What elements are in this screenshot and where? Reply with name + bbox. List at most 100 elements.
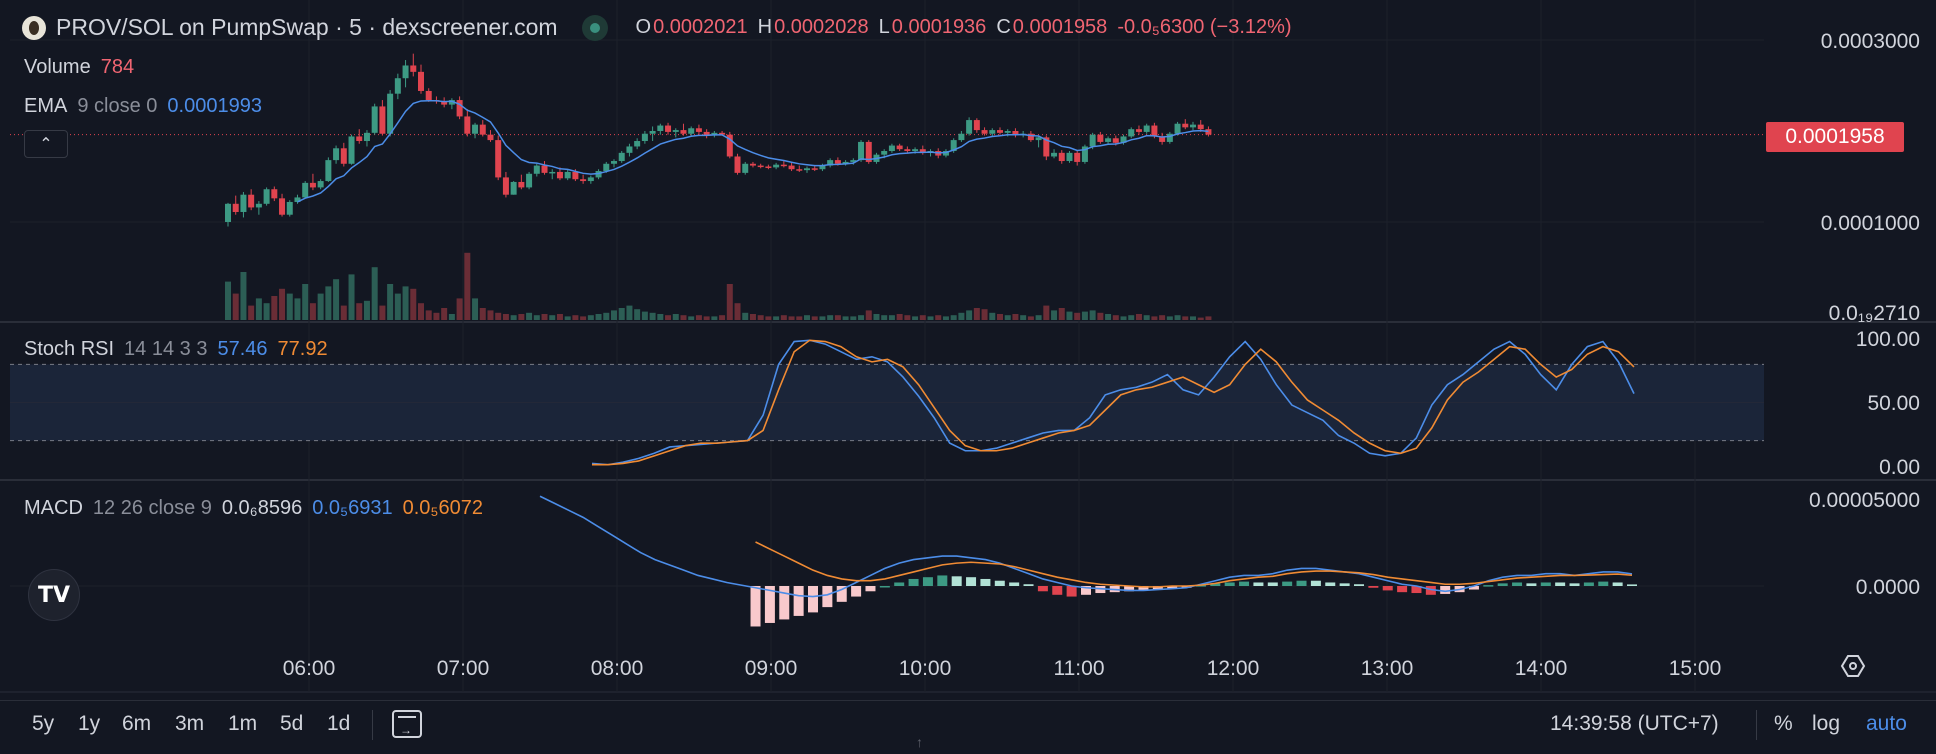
volume-bar bbox=[580, 316, 587, 320]
macd-histogram-bar bbox=[1167, 586, 1178, 589]
candle-body bbox=[765, 166, 772, 168]
ema-params: 9 close 0 bbox=[77, 95, 158, 117]
candle-body bbox=[811, 168, 818, 170]
volume-bar bbox=[225, 281, 231, 320]
macd-histogram-bar bbox=[1138, 586, 1149, 591]
volume-legend[interactable]: Volume 784 bbox=[24, 56, 134, 79]
macd-histogram-bar bbox=[822, 586, 833, 608]
macd-legend[interactable]: MACD 12 26 close 9 0.0₆8596 0.0₅6931 0.0… bbox=[24, 497, 483, 520]
stoch-rsi-legend[interactable]: Stoch RSI 14 14 3 3 57.46 77.92 bbox=[24, 338, 328, 361]
chevron-up-icon: ⌃ bbox=[39, 136, 53, 153]
candle-body bbox=[796, 169, 803, 171]
volume-bar bbox=[1120, 316, 1127, 320]
time-axis-label: 08:00 bbox=[591, 657, 644, 680]
auto-scale-toggle[interactable]: auto bbox=[1866, 712, 1907, 735]
candle-body bbox=[680, 130, 687, 134]
range-5y-button[interactable]: 5y bbox=[32, 712, 55, 735]
macd-histogram-bar bbox=[750, 586, 761, 627]
toolbar-divider bbox=[372, 710, 373, 740]
stoch-rsi-params: 14 14 3 3 bbox=[124, 338, 208, 360]
volume-bar bbox=[333, 279, 340, 320]
candle-body bbox=[464, 116, 471, 134]
settings-gear-icon[interactable] bbox=[1840, 655, 1866, 677]
settings-gear-center bbox=[1849, 662, 1857, 670]
volume-bar bbox=[780, 315, 787, 320]
volume-bar bbox=[363, 300, 370, 320]
macd-histogram-bar bbox=[1397, 586, 1408, 593]
scroll-up-arrow-icon[interactable]: ↑ bbox=[916, 734, 923, 750]
macd-histogram-bar bbox=[1224, 582, 1235, 586]
range-1y-button[interactable]: 1y bbox=[78, 712, 101, 735]
macd-histogram-bar bbox=[1052, 586, 1063, 595]
volume-bar bbox=[1089, 310, 1096, 320]
candle-body bbox=[340, 148, 347, 164]
range-1m-button[interactable]: 1m bbox=[228, 712, 258, 735]
candle-body bbox=[1159, 136, 1166, 142]
time-axis-label: 14:00 bbox=[1515, 657, 1568, 680]
volume-bar bbox=[888, 315, 895, 320]
macd-axis-label: 0.00005000 bbox=[1809, 489, 1920, 512]
collapse-legend-button[interactable]: ⌃ bbox=[24, 130, 68, 158]
volume-bar bbox=[850, 316, 857, 320]
range-1d-button[interactable]: 1d bbox=[327, 712, 351, 735]
volume-bar bbox=[1004, 315, 1011, 320]
range-5d-button[interactable]: 5d bbox=[280, 712, 304, 735]
candle-body bbox=[726, 134, 733, 157]
candle-body bbox=[302, 182, 309, 198]
chart-title[interactable]: PROV/SOL on PumpSwap · 5 · dexscreener.c… bbox=[56, 14, 558, 40]
macd-histogram-bar bbox=[793, 586, 804, 616]
candle-body bbox=[510, 181, 517, 195]
range-3m-button[interactable]: 3m bbox=[175, 712, 205, 735]
macd-histogram-bar bbox=[1540, 582, 1551, 586]
volume-bar bbox=[1066, 311, 1073, 320]
stoch-k-line bbox=[591, 339, 1635, 466]
current-price-value: 0.0001958 bbox=[1785, 125, 1885, 148]
macd-histogram-bar bbox=[1253, 582, 1264, 586]
log-scale-toggle[interactable]: log bbox=[1812, 712, 1841, 735]
candle-body bbox=[294, 197, 301, 202]
volume-bar bbox=[286, 293, 293, 320]
candle-body bbox=[641, 133, 648, 142]
candle-body bbox=[1074, 152, 1081, 162]
clock-timezone[interactable]: 14:39:58 (UTC+7) bbox=[1550, 712, 1719, 735]
goto-date-icon[interactable]: → bbox=[392, 710, 422, 738]
candle-body bbox=[888, 145, 895, 152]
volume-bar bbox=[1143, 315, 1150, 320]
volume-bar bbox=[765, 316, 772, 320]
candle-body bbox=[842, 161, 849, 164]
volume-bar bbox=[541, 314, 548, 320]
ema-legend[interactable]: EMA 9 close 0 0.0001993 bbox=[24, 95, 262, 118]
candle-body bbox=[858, 141, 865, 161]
volume-bar bbox=[456, 298, 463, 320]
percent-scale-toggle[interactable]: % bbox=[1774, 712, 1793, 735]
candle-body bbox=[1097, 134, 1104, 142]
high-label: H bbox=[757, 16, 773, 38]
volume-bar bbox=[873, 314, 880, 320]
pair-logo-icon bbox=[22, 15, 46, 40]
candle-body bbox=[834, 160, 841, 164]
volume-bar bbox=[919, 315, 926, 320]
volume-bar bbox=[711, 316, 718, 320]
candle-body bbox=[1205, 129, 1212, 135]
volume-bar bbox=[958, 312, 965, 320]
tradingview-logo-icon[interactable]: TV bbox=[28, 569, 80, 621]
macd-histogram-bar bbox=[1037, 586, 1048, 592]
volume-bar bbox=[657, 314, 664, 320]
volume-bar bbox=[487, 310, 494, 320]
candle-body bbox=[286, 201, 293, 215]
macd-histogram-bar bbox=[1210, 583, 1221, 586]
volume-bar bbox=[773, 316, 780, 320]
volume-bar bbox=[371, 267, 378, 320]
volume-bar bbox=[703, 316, 710, 320]
range-6m-button[interactable]: 6m bbox=[122, 712, 152, 735]
candle-body bbox=[850, 160, 857, 162]
market-status-icon[interactable] bbox=[581, 14, 608, 41]
candle-body bbox=[502, 177, 509, 195]
candle-body bbox=[1143, 125, 1150, 132]
candle-body bbox=[479, 124, 486, 135]
volume-bar bbox=[1105, 314, 1112, 320]
volume-bar bbox=[1012, 314, 1019, 320]
volume-value: 784 bbox=[100, 56, 135, 78]
